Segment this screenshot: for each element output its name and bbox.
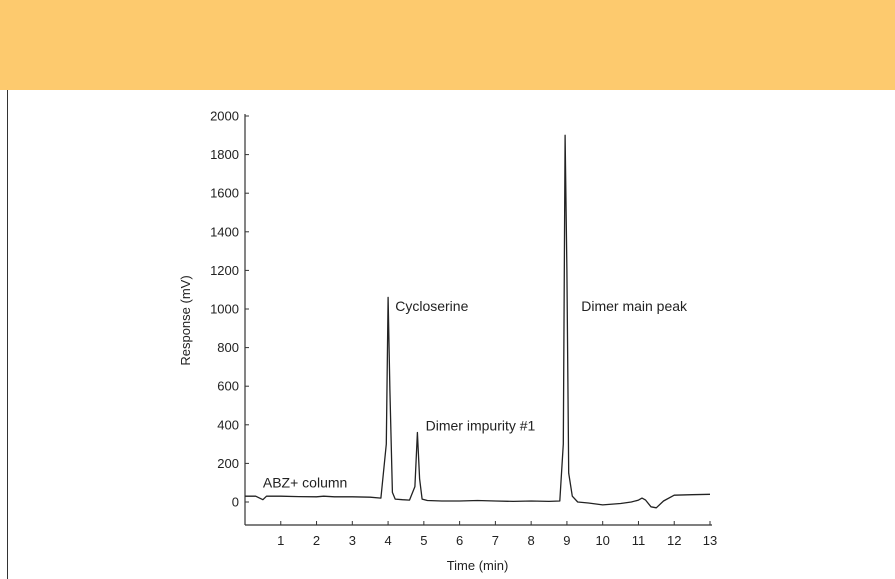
x-tick-label: 9 [563,533,570,548]
x-tick-label: 7 [492,533,499,548]
y-tick-label: 200 [217,456,239,471]
x-tick-label: 10 [595,533,609,548]
y-tick-label: 400 [217,417,239,432]
y-axis-label: Response (mV) [178,275,193,365]
left-border-line [7,90,8,579]
y-tick-label: 1200 [210,263,239,278]
x-tick-label: 2 [313,533,320,548]
y-tick-label: 1800 [210,147,239,162]
peak-annotation: Dimer main peak [581,298,688,314]
chromatogram-trace [245,134,711,509]
x-tick-label: 13 [703,533,717,548]
y-tick-label: 1600 [210,186,239,201]
x-tick-label: 5 [420,533,427,548]
peak-annotation: Dimer impurity #1 [426,418,536,434]
y-tick-label: 1000 [210,302,239,317]
y-tick-label: 2000 [210,109,239,124]
x-tick-label: 6 [456,533,463,548]
y-tick-label: 800 [217,340,239,355]
y-tick-label: 600 [217,379,239,394]
x-tick-label: 3 [349,533,356,548]
y-tick-label: 1400 [210,224,239,239]
x-tick-label: 8 [528,533,535,548]
x-tick-label: 12 [667,533,681,548]
y-tick-label: 0 [232,495,239,510]
peak-annotation: ABZ+ column [263,475,347,491]
header-banner [0,0,895,90]
x-tick-label: 1 [277,533,284,548]
peak-annotation: Cycloserine [395,298,468,314]
x-axis-label: Time (min) [447,558,509,573]
x-tick-label: 4 [384,533,391,548]
x-tick-label: 11 [632,533,646,548]
